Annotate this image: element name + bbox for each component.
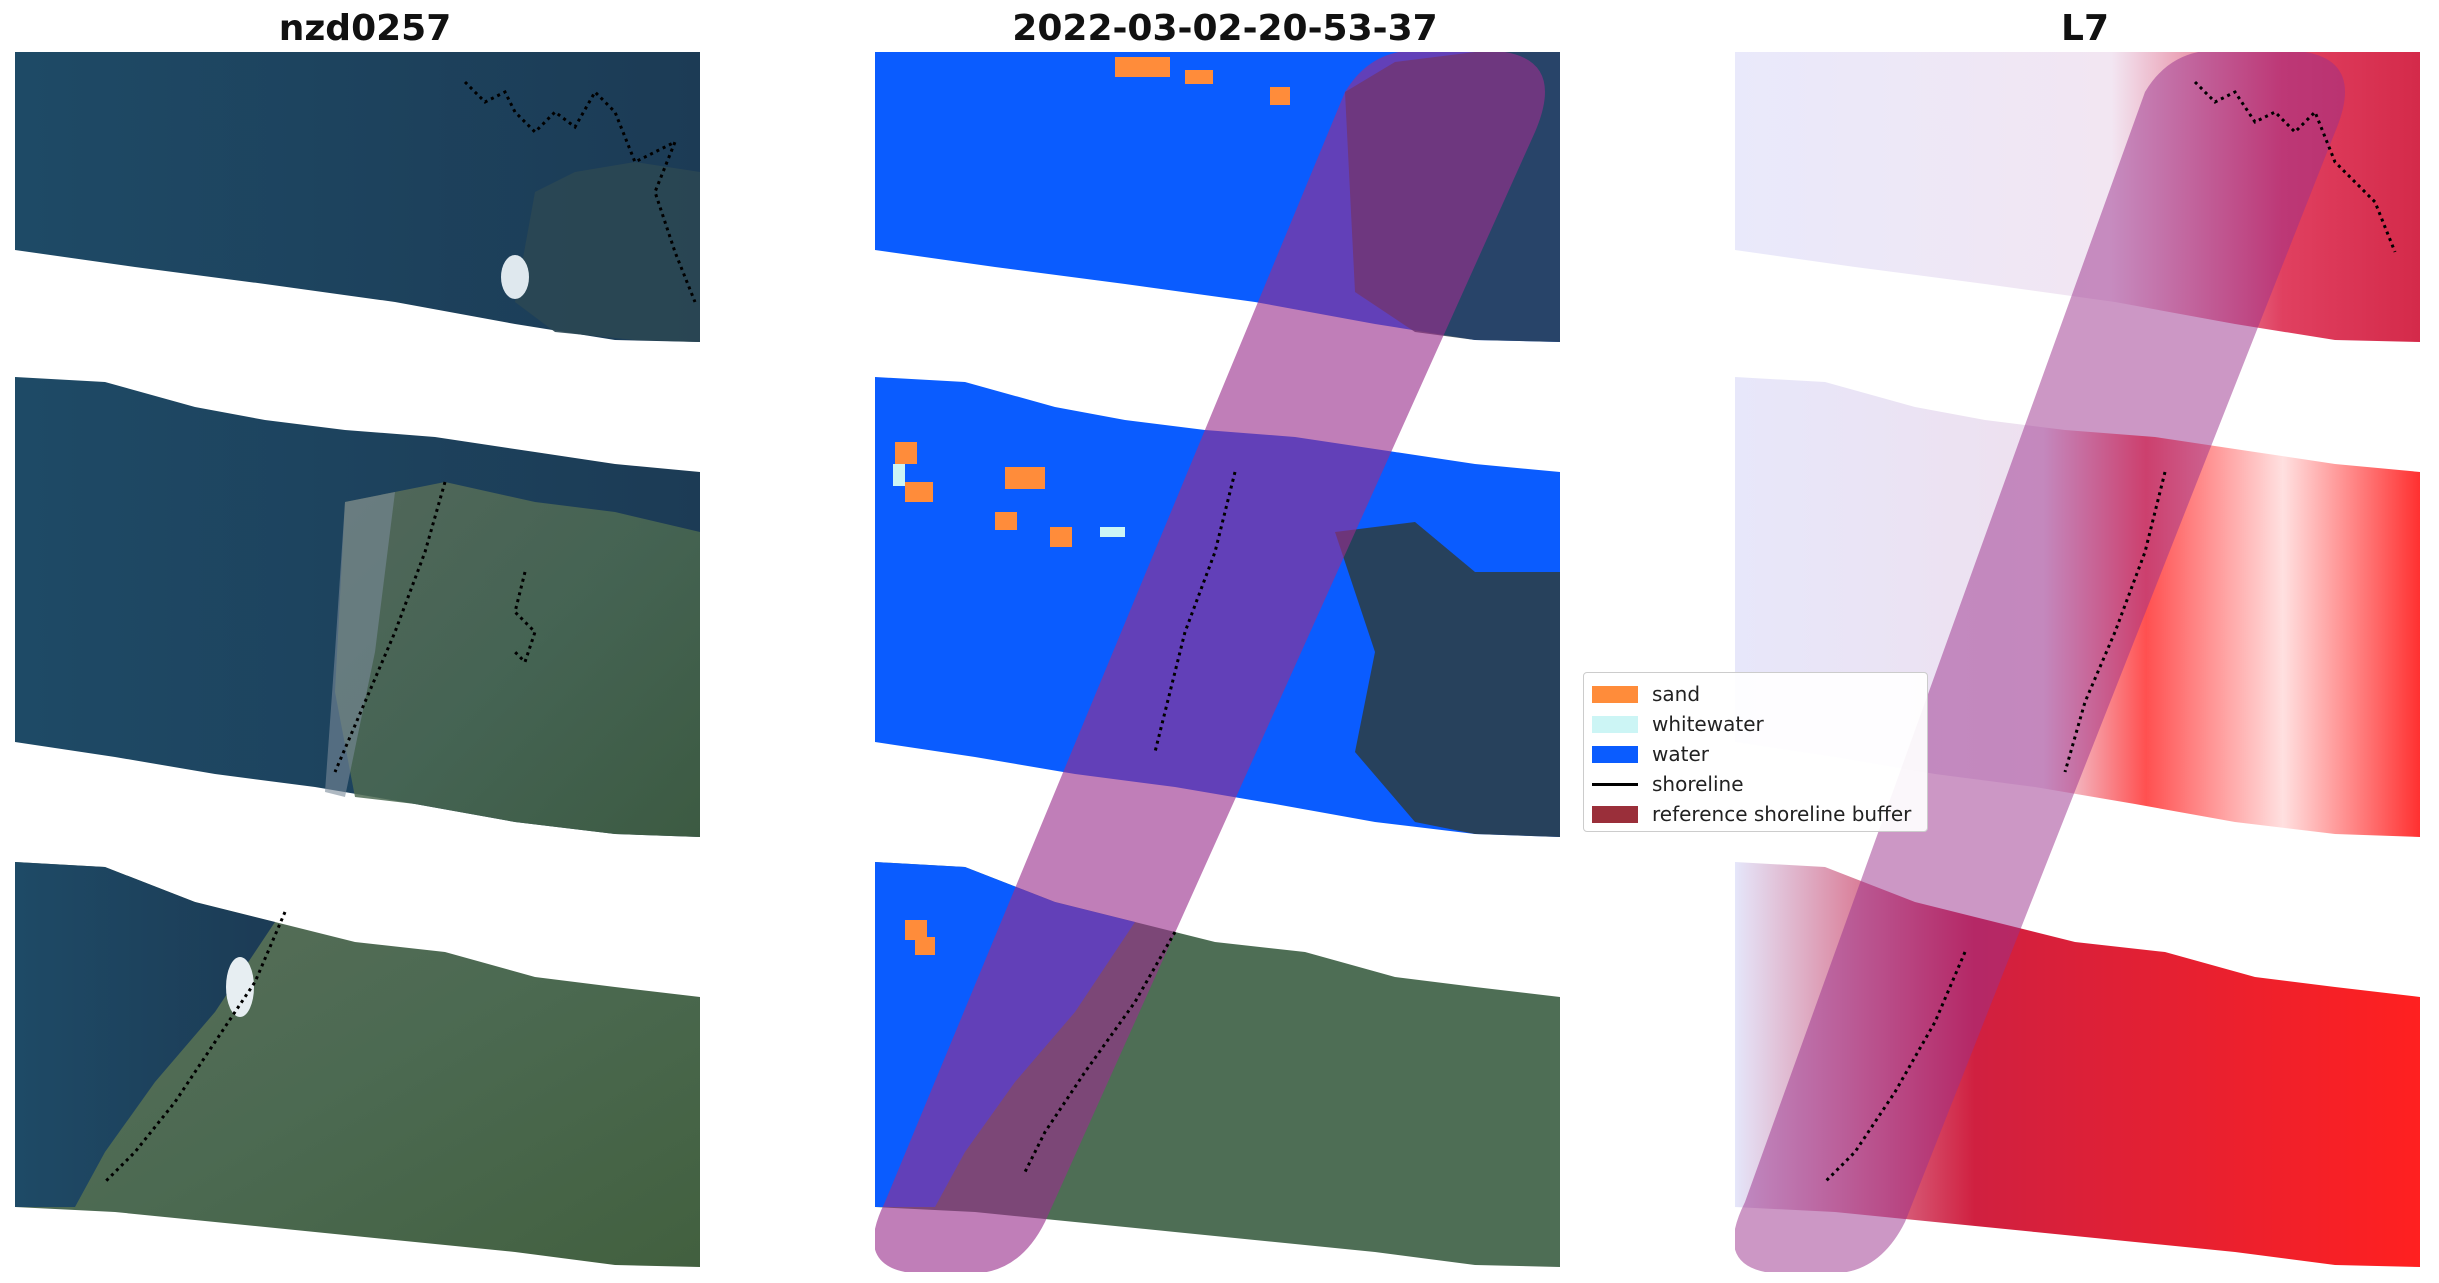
water-swatch <box>1592 745 1638 763</box>
sand-patches <box>893 57 1290 955</box>
rgb-strip-2 <box>15 377 700 837</box>
legend: sand whitewater water shoreline referenc… <box>1583 672 1928 832</box>
classified-image-panel <box>875 52 1560 1272</box>
legend-item-buffer: reference shoreline buffer <box>1592 799 1919 829</box>
rgb-strip-3 <box>15 862 700 1267</box>
sand-swatch <box>1592 685 1638 703</box>
panel-title-rgb: nzd0257 <box>278 8 452 49</box>
legend-item-whitewater: whitewater <box>1592 709 1919 739</box>
panel-title-index: L7 <box>2061 8 2109 49</box>
legend-item-sand: sand <box>1592 679 1919 709</box>
rgb-strip-1 <box>15 52 700 342</box>
index-buffer-overlay <box>1735 52 2345 1272</box>
buffer-swatch <box>1592 805 1638 823</box>
whitewater-swatch <box>1592 715 1638 733</box>
shoreline-swatch <box>1592 782 1638 786</box>
legend-item-shoreline: shoreline <box>1592 769 1919 799</box>
reference-shoreline-buffer <box>875 52 1545 1272</box>
panel-title-classified: 2022-03-02-20-53-37 <box>1012 8 1438 49</box>
rgb-image-panel <box>15 52 700 1267</box>
legend-item-water: water <box>1592 739 1919 769</box>
water-index-panel <box>1735 52 2420 1272</box>
